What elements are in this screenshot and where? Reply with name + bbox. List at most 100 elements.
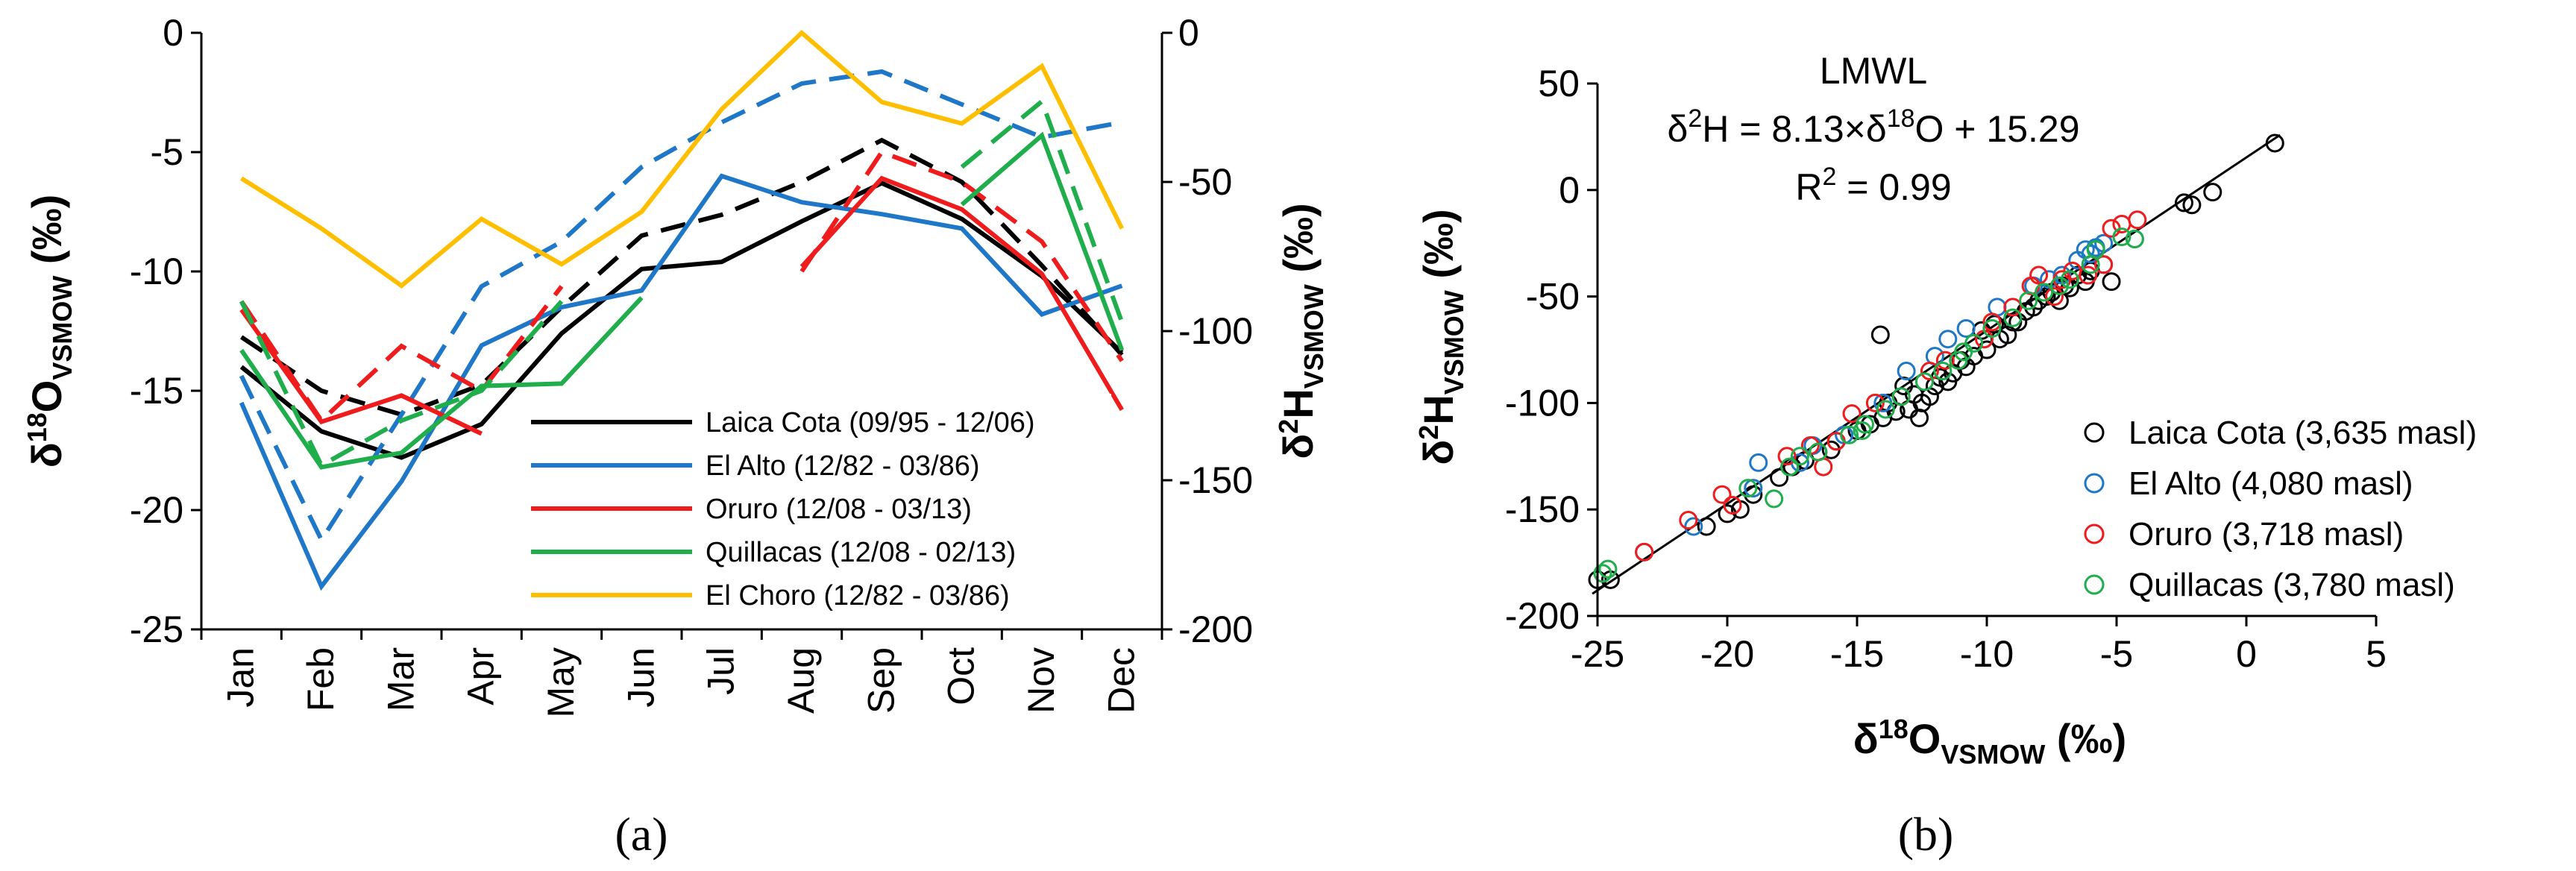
- scatter-point-2: [1982, 312, 2002, 332]
- legend-label-b: El Alto (4,080 masl): [2129, 465, 2413, 502]
- scatter-point-3: [1840, 425, 1859, 444]
- y-tick-label-left-a: -5: [151, 131, 183, 173]
- annotation-r2-b: R2 = 0.99: [1795, 163, 1951, 208]
- x-tick-label-b: 5: [2366, 633, 2387, 675]
- y-tick-label-right-a: 0: [1178, 12, 1199, 54]
- y-tick-label-b: -150: [1505, 488, 1580, 530]
- y-tick-label-b: 0: [1559, 169, 1580, 211]
- y-tick-label-right-a: -150: [1178, 459, 1253, 501]
- y-axis-title-right-a: δ2HVSMOW (‰): [1273, 203, 1329, 459]
- y-tick-label-left-a: -10: [130, 251, 183, 292]
- series-line-solid-4: [240, 29, 1125, 289]
- scatter-point-0: [2024, 298, 2043, 317]
- scatter-point-2: [1723, 495, 1742, 515]
- y-tick-label-right-a: -200: [1178, 609, 1253, 650]
- y-axis-title-left-a: δ18OVSMOW (‰): [22, 195, 78, 468]
- legend-label-a: Quillacas (12/08 - 02/13): [706, 537, 1016, 568]
- legend-label-a: Oruro (12/08 - 03/13): [706, 494, 972, 525]
- x-tick-label-a: Jun: [620, 647, 662, 708]
- x-tick-label-b: -25: [1571, 633, 1624, 675]
- scatter-point-0: [2265, 133, 2284, 153]
- series-line-dashed-2: [799, 149, 1124, 362]
- scatter-point-1: [1684, 517, 1703, 536]
- scatter-point-3: [1891, 387, 1911, 406]
- scatter-point-3: [1598, 559, 1618, 579]
- ticks-a: 0 -5 -10 -15 -20 -25 0 -50 -100 -150 -200 Jan Feb Mar…: [130, 12, 1253, 717]
- x-tick-label-a: Jan: [220, 647, 262, 708]
- scatter-point-2: [1712, 485, 1732, 504]
- ticks-b: 500-50-100-150-200-25 -20 -15 -10 -5 0 5: [1505, 63, 2387, 675]
- scatter-point-2: [2102, 218, 2121, 238]
- scatter-point-0: [2049, 291, 2069, 310]
- legend-b: Laica Cota (3,635 masl) El Alto (4,080 ma…: [2084, 415, 2477, 603]
- legend-marker-b: [2084, 574, 2105, 595]
- legend-marker-b: [2084, 523, 2105, 544]
- scatter-point-3: [1738, 479, 1758, 498]
- legend-label-b: Quillacas (3,780 masl): [2129, 567, 2455, 603]
- scatter-point-3: [1809, 442, 1828, 462]
- legend-label-a: Laica Cota (09/95 - 12/06): [706, 407, 1035, 438]
- scatter-point-3: [1933, 362, 1953, 381]
- x-tick-label-a: Sep: [860, 647, 902, 714]
- scatter-points-b: [1588, 133, 2284, 589]
- scatter-point-0: [1697, 517, 1716, 536]
- scatter-point-3: [1982, 318, 2002, 338]
- legend-a: Laica Cota (09/95 - 12/06) El Alto (12/82…: [531, 407, 1035, 611]
- scatter-point-0: [1770, 468, 1789, 487]
- y-tick-label-b: -200: [1505, 595, 1580, 637]
- series-line-solid-2: [239, 308, 483, 436]
- scatter-point-1: [1744, 479, 1763, 498]
- y-tick-label-left-a: 0: [163, 12, 183, 54]
- scatter-point-2: [1777, 447, 1797, 466]
- y-axis-title-b: δ2HVSMOW (‰): [1413, 209, 1469, 465]
- scatter-point-3: [2019, 291, 2038, 310]
- x-tick-label-b: -20: [1700, 633, 1754, 675]
- scatter-point-2: [1842, 404, 1862, 424]
- scatter-point-0: [1870, 325, 1890, 345]
- scatter-point-2: [2003, 298, 2023, 317]
- legend-label-a: El Choro (12/82 - 03/86): [706, 580, 1010, 611]
- scatter-point-3: [1876, 400, 1895, 419]
- x-tick-label-a: Nov: [1020, 647, 1062, 714]
- panel-caption-a: (a): [615, 808, 667, 861]
- panel-b: 500-50-100-150-200-25 -20 -15 -10 -5 0 5 LMWL …: [1413, 50, 2477, 861]
- scatter-point-3: [1954, 342, 1973, 362]
- scatter-point-1: [2068, 251, 2087, 270]
- scatter-point-2: [1935, 350, 1955, 370]
- x-tick-label-b: -10: [1960, 633, 2014, 675]
- y-tick-label-left-a: -20: [130, 489, 183, 531]
- y-tick-label-right-a: -100: [1178, 310, 1253, 352]
- annotation-equation-b: δ2H = 8.13×δ18O + 15.29: [1667, 104, 2079, 150]
- scatter-point-1: [1938, 330, 1958, 349]
- scatter-point-0: [1744, 485, 1763, 504]
- scatter-point-3: [2060, 270, 2079, 289]
- series-lines-a: [239, 29, 1125, 591]
- y-tick-label-b: -50: [1526, 276, 1580, 318]
- x-tick-label-b: 0: [2236, 633, 2257, 675]
- x-tick-label-a: Oct: [940, 647, 982, 705]
- x-axis-title-b: δ18OVSMOW (‰): [1853, 714, 2126, 770]
- scatter-point-3: [2003, 308, 2023, 327]
- scatter-point-3: [2049, 276, 2069, 295]
- scatter-point-3: [2086, 240, 2105, 260]
- scatter-point-1: [1956, 318, 1976, 338]
- series-line-solid-2: [799, 175, 1124, 412]
- scatter-point-2: [1920, 362, 1939, 381]
- x-tick-label-a: Apr: [460, 647, 502, 705]
- y-tick-label-b: -100: [1505, 382, 1580, 424]
- panel-caption-b: (b): [1898, 808, 1954, 861]
- scatter-point-3: [1780, 457, 1800, 477]
- y-tick-label-b: 50: [1538, 63, 1580, 104]
- scatter-point-2: [2128, 210, 2147, 230]
- legend-label-b: Oruro (3,718 masl): [2129, 516, 2404, 553]
- scatter-point-3: [2035, 283, 2054, 302]
- scatter-point-3: [1914, 372, 1934, 392]
- x-tick-label-b: -15: [1830, 633, 1884, 675]
- scatter-point-3: [1765, 489, 1784, 509]
- y-tick-label-left-a: -15: [130, 370, 183, 412]
- scatter-point-2: [2029, 265, 2049, 285]
- scatter-point-3: [2112, 227, 2132, 247]
- scatter-point-1: [1897, 362, 1916, 381]
- scatter-point-1: [2040, 270, 2059, 289]
- x-tick-label-a: Feb: [300, 647, 342, 711]
